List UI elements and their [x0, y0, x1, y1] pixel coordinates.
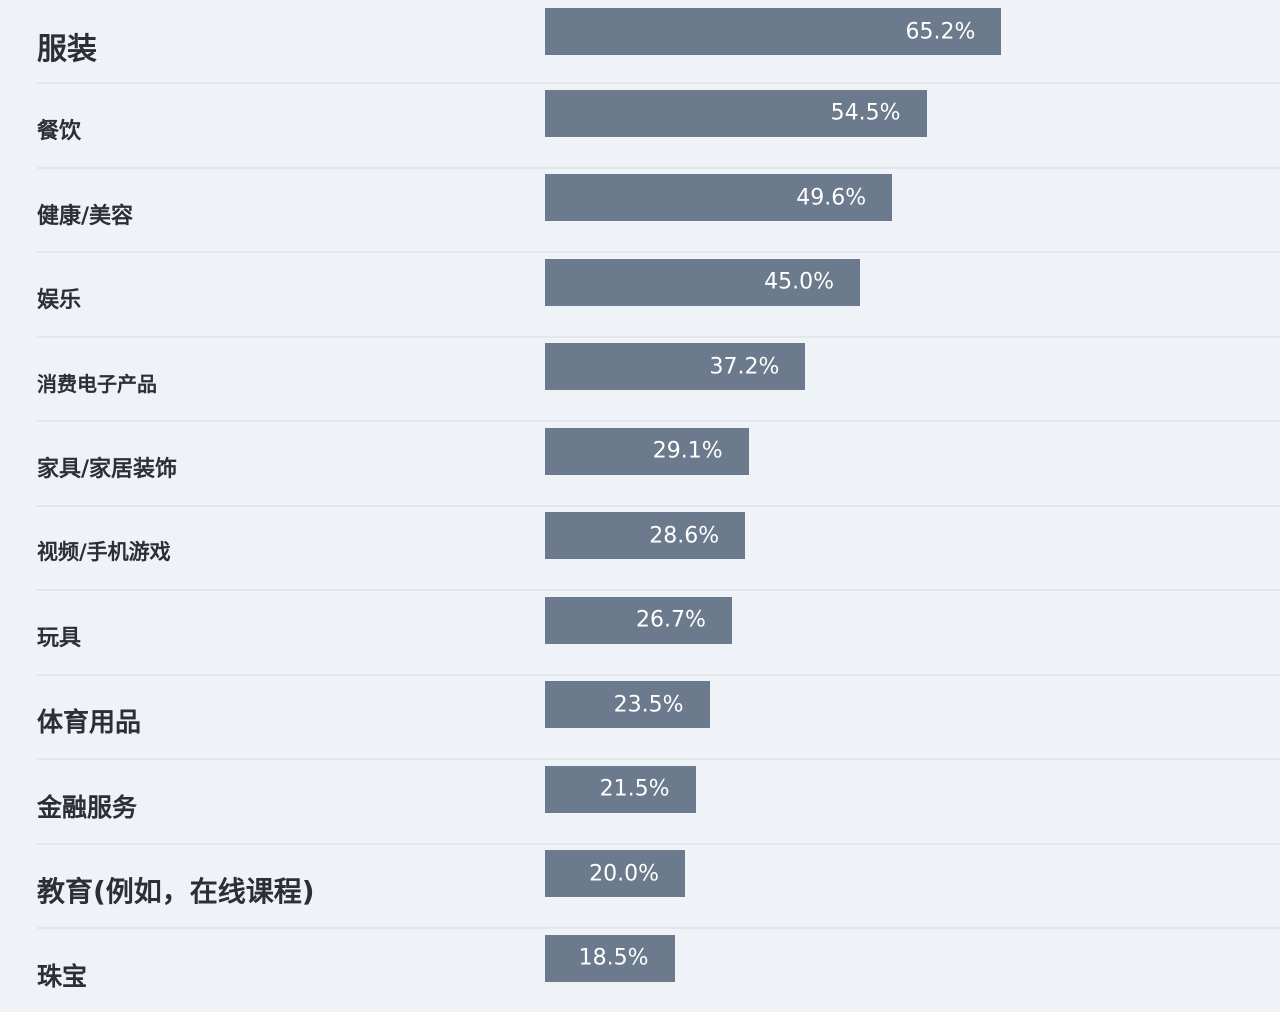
- bar: 18.5%: [545, 934, 675, 982]
- data-label: 21.5%: [599, 776, 670, 802]
- category-label: 健康/美容: [37, 203, 134, 229]
- bar: 37.2%: [545, 343, 806, 390]
- bar: 28.6%: [545, 512, 746, 559]
- category-label: 服装: [37, 32, 97, 67]
- bar: 26.7%: [545, 596, 732, 644]
- bar-row: 家具/家居装饰 29.1%: [0, 423, 1280, 508]
- bar-row: 珠宝 18.5%: [0, 930, 1280, 1012]
- data-label: 26.7%: [636, 607, 706, 633]
- row-divider: [37, 504, 1280, 507]
- row-divider: [37, 589, 1280, 591]
- bar-row: 餐饮 54.5%: [0, 85, 1280, 170]
- bar: 21.5%: [545, 765, 696, 813]
- category-label: 娱乐: [37, 288, 82, 314]
- data-label: 54.5%: [830, 100, 901, 126]
- data-label: 23.5%: [613, 692, 684, 717]
- row-divider: [37, 166, 1280, 169]
- data-label: 65.2%: [905, 19, 976, 44]
- bar-row: 视频/手机游戏 28.6%: [0, 507, 1280, 592]
- row-divider: [37, 420, 1280, 422]
- category-label: 家具/家居装饰: [37, 457, 178, 483]
- bar-row: 服装 65.2%: [0, 0, 1280, 85]
- bar-row: 娱乐 45.0%: [0, 254, 1280, 339]
- row-divider: [37, 927, 1280, 929]
- bar-row: 体育用品 23.5%: [0, 676, 1280, 761]
- row-divider: [37, 335, 1280, 338]
- category-label: 教育(例如，在线课程): [37, 875, 315, 909]
- bar-row: 教育(例如，在线课程) 20.0%: [0, 845, 1280, 930]
- category-label: 玩具: [37, 626, 82, 652]
- data-label: 37.2%: [709, 354, 780, 379]
- category-label: 视频/手机游戏: [37, 540, 171, 565]
- data-label: 28.6%: [649, 523, 720, 548]
- bar: 20.0%: [545, 850, 685, 897]
- bar: 23.5%: [545, 681, 710, 728]
- category-label: 金融服务: [37, 792, 138, 822]
- row-divider: [37, 842, 1280, 845]
- data-label: 18.5%: [578, 945, 649, 971]
- bar-row: 玩具 26.7%: [0, 592, 1280, 677]
- category-label: 餐饮: [37, 119, 82, 145]
- bar: 45.0%: [545, 258, 860, 306]
- row-divider: [37, 758, 1280, 760]
- data-label: 29.1%: [652, 438, 723, 464]
- bar: 49.6%: [545, 174, 893, 221]
- bar-row: 金融服务 21.5%: [0, 761, 1280, 846]
- category-label: 体育用品: [37, 708, 142, 739]
- row-divider: [37, 82, 1280, 84]
- row-divider: [37, 251, 1280, 253]
- bar: 54.5%: [545, 89, 927, 137]
- data-label: 45.0%: [764, 269, 834, 295]
- bar: 29.1%: [545, 427, 749, 475]
- bar-row: 健康/美容 49.6%: [0, 169, 1280, 254]
- data-label: 49.6%: [796, 185, 867, 210]
- category-label: 消费电子产品: [37, 372, 157, 396]
- category-label: 珠宝: [37, 961, 88, 991]
- bar: 65.2%: [545, 8, 1002, 55]
- bar-row: 消费电子产品 37.2%: [0, 338, 1280, 423]
- data-label: 20.0%: [589, 861, 659, 886]
- row-divider: [37, 673, 1280, 676]
